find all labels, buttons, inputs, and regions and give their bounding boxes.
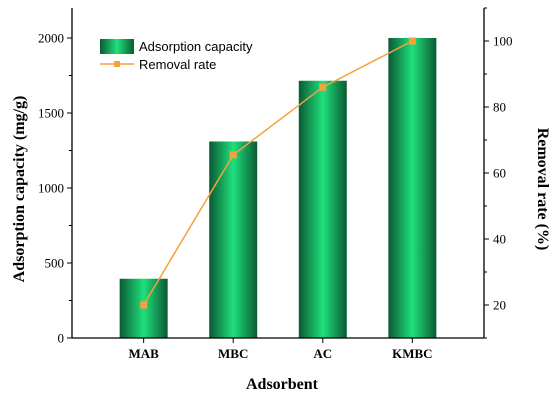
removal-rate-line-layer — [140, 37, 416, 309]
removal-rate-marker-ac — [319, 83, 327, 91]
x-axis-title: Adsorbent — [246, 376, 319, 393]
bar-mbc — [209, 141, 258, 338]
y2-axis-title: Removal rate (%) — [534, 128, 550, 251]
x-tick-label-kmbc: KMBC — [392, 346, 432, 361]
bar-kmbc — [388, 38, 437, 338]
y-tick-label: 2000 — [38, 31, 64, 46]
x-tick-label-mbc: MBC — [218, 346, 248, 361]
legend-line-label: Removal rate — [139, 57, 216, 72]
legend-line-marker — [114, 61, 120, 67]
y2-tick-label: 100 — [493, 34, 513, 49]
y-tick-label: 500 — [45, 256, 65, 271]
removal-rate-marker-mbc — [229, 151, 237, 159]
x-tick-label-ac: AC — [313, 346, 332, 361]
removal-rate-marker-mab — [140, 301, 148, 309]
removal-rate-line — [143, 40, 413, 306]
axes-layer: 0 500 1000 1500 2000 20 40 60 80 100 MAB MBC AC KMBC — [38, 7, 513, 361]
y-tick-label: 0 — [58, 331, 65, 346]
x-tick-label-mab: MAB — [128, 346, 159, 361]
removal-rate-marker-kmbc — [408, 37, 416, 45]
y2-tick-label: 60 — [493, 166, 506, 181]
y2-tick-label: 80 — [493, 100, 506, 115]
y2-tick-label: 40 — [493, 232, 506, 247]
bars-layer — [119, 38, 437, 338]
legend: Adsorption capacity Removal rate — [100, 39, 253, 72]
bar-ac — [298, 80, 347, 338]
y-axis-title: Adsorption capacity (mg/g) — [11, 96, 28, 283]
legend-bar-label: Adsorption capacity — [139, 39, 253, 54]
y-tick-label: 1000 — [38, 181, 64, 196]
y-tick-label: 1500 — [38, 106, 64, 121]
y2-tick-label: 20 — [493, 298, 506, 313]
legend-bar-swatch — [100, 39, 134, 54]
